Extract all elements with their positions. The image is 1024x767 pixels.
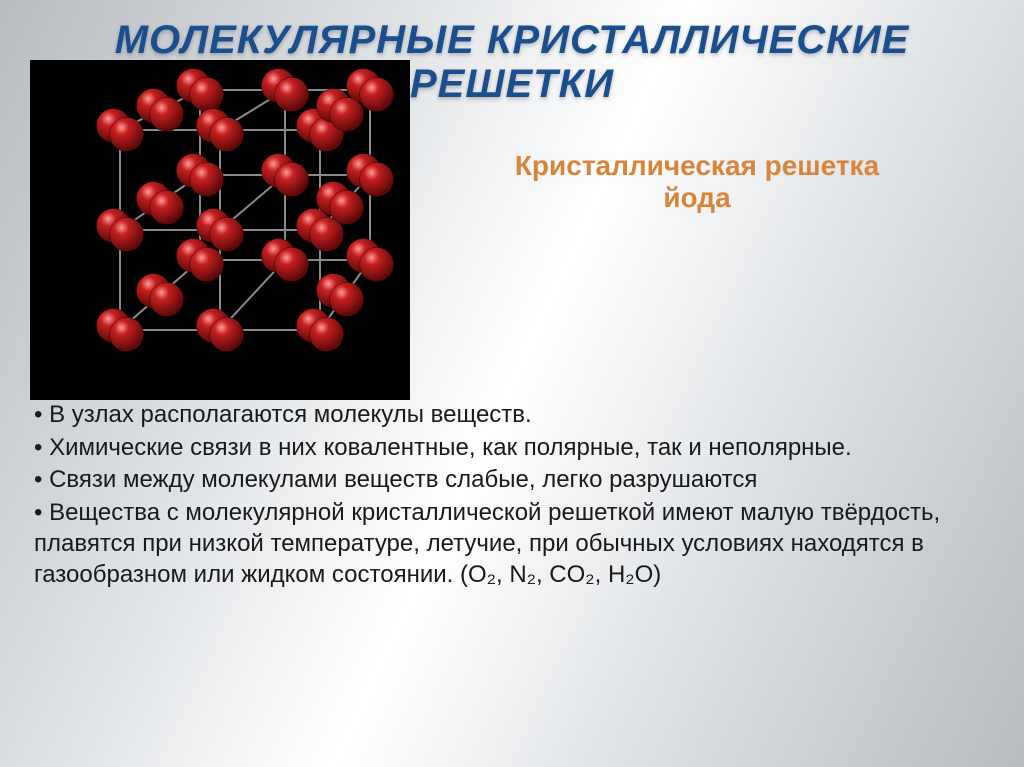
subtitle-line-1: Кристаллическая решетка <box>515 150 879 181</box>
body-text: • В узлах располагаются молекулы веществ… <box>34 400 990 592</box>
subtitle-line-2: йода <box>663 182 730 213</box>
bullet-3: • Связи между молекулами веществ слабые,… <box>34 465 990 496</box>
bullet-1: • В узлах располагаются молекулы веществ… <box>34 400 990 431</box>
slide-subtitle: Кристаллическая решетка йода <box>430 150 964 214</box>
title-line-2: РЕШЕТКИ <box>410 62 614 106</box>
title-line-1: МОЛЕКУЛЯРНЫЕ КРИСТАЛЛИЧЕСКИЕ <box>115 18 910 62</box>
crystal-lattice-diagram <box>30 60 410 400</box>
bullet-2: • Химические связи в них ковалентные, ка… <box>34 433 990 464</box>
slide: МОЛЕКУЛЯРНЫЕ КРИСТАЛЛИЧЕСКИЕ РЕШЕТКИ Кри… <box>0 0 1024 767</box>
bullet-4: • Вещества с молекулярной кристаллическо… <box>34 498 990 590</box>
